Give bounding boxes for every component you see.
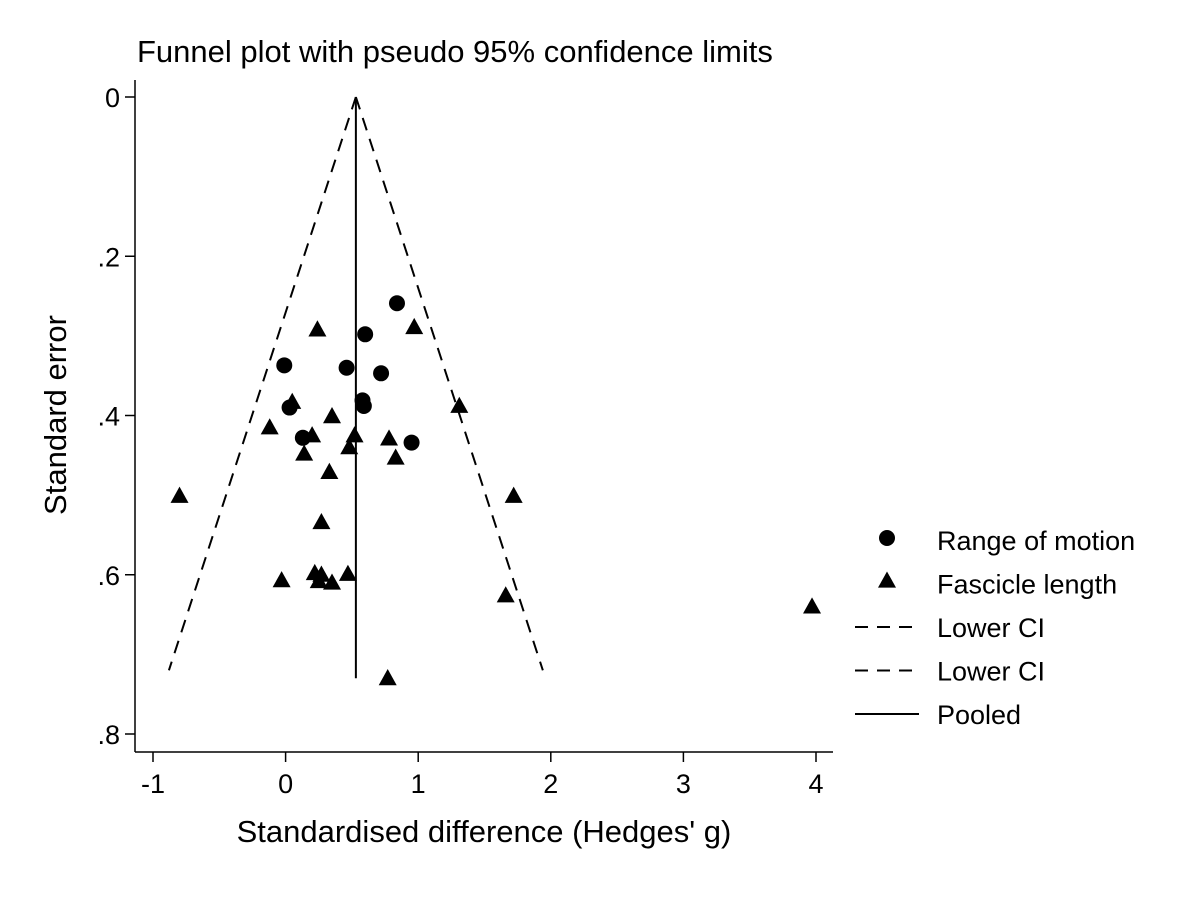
point-fascicle-length (323, 573, 342, 590)
point-range-of-motion (388, 295, 405, 312)
x-tick-label: 3 (676, 769, 691, 799)
point-fascicle-length (380, 429, 399, 446)
point-fascicle-length (312, 512, 331, 530)
point-range-of-motion (276, 357, 293, 374)
ci-line-2 (354, 96, 544, 671)
legend-label: Pooled (937, 700, 1021, 730)
x-tick-label: 1 (411, 769, 426, 799)
x-tick-label: 2 (543, 769, 558, 799)
point-fascicle-length (338, 564, 357, 581)
point-fascicle-length (320, 462, 339, 479)
point-fascicle-length (340, 438, 359, 455)
x-axis-label: Standardised difference (Hedges' g) (237, 814, 732, 849)
point-fascicle-length (504, 486, 523, 503)
point-fascicle-length (308, 320, 327, 337)
x-tick-label: 4 (808, 769, 823, 799)
point-fascicle-length (170, 486, 189, 503)
point-fascicle-length (272, 571, 291, 588)
y-tick-label: .6 (97, 561, 120, 591)
point-range-of-motion (338, 359, 355, 376)
chart-title: Funnel plot with pseudo 95% confidence l… (137, 34, 773, 69)
legend-symbol-circle (879, 530, 895, 546)
legend-symbol-triangle (878, 571, 896, 588)
y-tick-label: .4 (97, 402, 120, 432)
legend-label: Lower CI (937, 657, 1045, 687)
point-fascicle-length (405, 317, 424, 335)
point-fascicle-length (803, 597, 822, 614)
legend-label: Range of motion (937, 526, 1135, 556)
point-fascicle-length (323, 407, 342, 424)
point-fascicle-length (386, 448, 405, 465)
point-fascicle-length (345, 426, 364, 443)
x-tick-label: 0 (278, 769, 293, 799)
plot-area: -1 0 1 2 3 4 0 .2 .4 .6 .8 (97, 80, 833, 799)
y-tick-label: .2 (97, 242, 120, 272)
point-fascicle-length (450, 396, 469, 413)
ci-line-1 (167, 96, 357, 671)
point-fascicle-length (303, 426, 322, 443)
point-range-of-motion (357, 326, 374, 343)
legend-label: Lower CI (937, 613, 1045, 643)
point-fascicle-length (496, 586, 515, 603)
y-axis-label: Standard error (38, 315, 73, 515)
legend-label: Fascicle length (937, 570, 1117, 600)
point-range-of-motion (355, 397, 372, 414)
point-range-of-motion (373, 365, 390, 382)
y-tick-label: .8 (97, 720, 120, 750)
y-tick-label: 0 (105, 83, 120, 113)
legend: Range of motion Fascicle length Lower CI Lo… (855, 526, 1135, 730)
point-fascicle-length (260, 418, 279, 435)
point-fascicle-length (295, 444, 314, 461)
point-fascicle-length (283, 392, 302, 409)
x-tick-label: -1 (141, 769, 165, 799)
point-range-of-motion (403, 434, 420, 451)
point-fascicle-length (309, 571, 328, 589)
point-fascicle-length (378, 669, 397, 686)
